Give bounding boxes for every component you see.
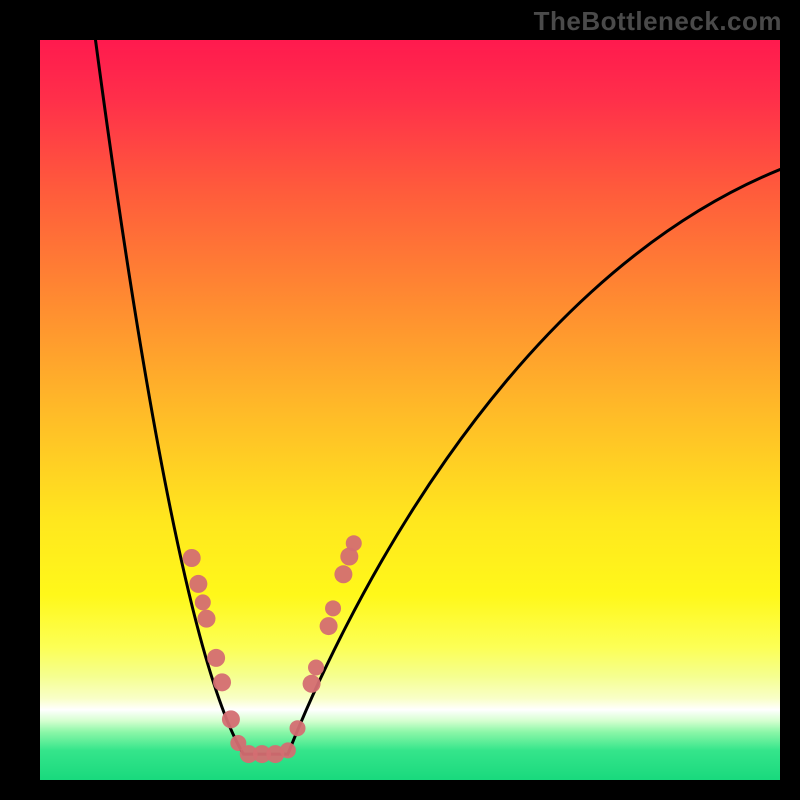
bottleneck-curve [96, 40, 781, 754]
data-marker [280, 742, 296, 758]
curve-layer [40, 40, 780, 780]
data-marker [183, 549, 201, 567]
data-marker [320, 617, 338, 635]
data-marker [334, 565, 352, 583]
data-marker [195, 594, 211, 610]
plot-area [40, 40, 780, 780]
data-marker [303, 675, 321, 693]
data-marker [213, 673, 231, 691]
data-marker [222, 710, 240, 728]
data-marker [189, 575, 207, 593]
data-marker [308, 660, 324, 676]
data-marker [198, 610, 216, 628]
watermark-text: TheBottleneck.com [534, 6, 782, 37]
data-marker [325, 600, 341, 616]
data-marker [346, 535, 362, 551]
data-marker [290, 720, 306, 736]
data-marker [207, 649, 225, 667]
